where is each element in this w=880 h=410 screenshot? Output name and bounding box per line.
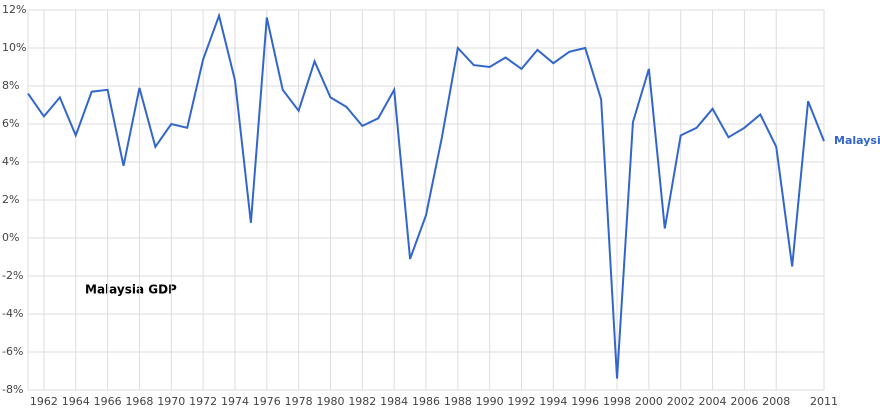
y-tick-label: 0%: [2, 231, 19, 244]
x-tick-label: 1970: [157, 395, 185, 408]
y-tick-label: 12%: [2, 3, 26, 16]
x-tick-label: 1988: [444, 395, 472, 408]
x-tick-label: 1968: [125, 395, 153, 408]
x-tick-label: 2000: [635, 395, 663, 408]
x-tick-label: 2011: [810, 395, 838, 408]
y-tick-label: 6%: [2, 117, 19, 130]
y-tick-label: -2%: [2, 269, 23, 282]
x-tick-label: 1998: [603, 395, 631, 408]
x-tick-label: 1994: [539, 395, 567, 408]
x-tick-label: 1990: [476, 395, 504, 408]
y-tick-label: 4%: [2, 155, 19, 168]
x-tick-label: 1974: [221, 395, 249, 408]
x-tick-label: 1992: [508, 395, 536, 408]
x-tick-label: 1976: [253, 395, 281, 408]
x-tick-label: 2006: [730, 395, 758, 408]
y-tick-label: -6%: [2, 345, 23, 358]
y-tick-label: 8%: [2, 79, 19, 92]
y-tick-label: -8%: [2, 383, 23, 396]
x-tick-label: 1962: [30, 395, 58, 408]
x-tick-label: 2004: [699, 395, 727, 408]
series-line: [27, 12, 825, 379]
x-tick-label: 1980: [316, 395, 344, 408]
x-tick-label: 1972: [189, 395, 217, 408]
x-tick-label: 1966: [94, 395, 122, 408]
x-tick-label: 1996: [571, 395, 599, 408]
x-tick-label: 1964: [62, 395, 90, 408]
series-label: Malaysia: [834, 134, 880, 147]
x-tick-label: 1984: [380, 395, 408, 408]
x-tick-label: 1978: [285, 395, 313, 408]
y-tick-label: 2%: [2, 193, 19, 206]
y-tick-label: -4%: [2, 307, 23, 320]
x-tick-label: 1982: [348, 395, 376, 408]
y-tick-label: 10%: [2, 41, 26, 54]
x-tick-label: 2008: [762, 395, 790, 408]
x-tick-label: 1986: [412, 395, 440, 408]
annotation: Malaysia GDP: [85, 283, 177, 297]
x-tick-label: 2002: [667, 395, 695, 408]
